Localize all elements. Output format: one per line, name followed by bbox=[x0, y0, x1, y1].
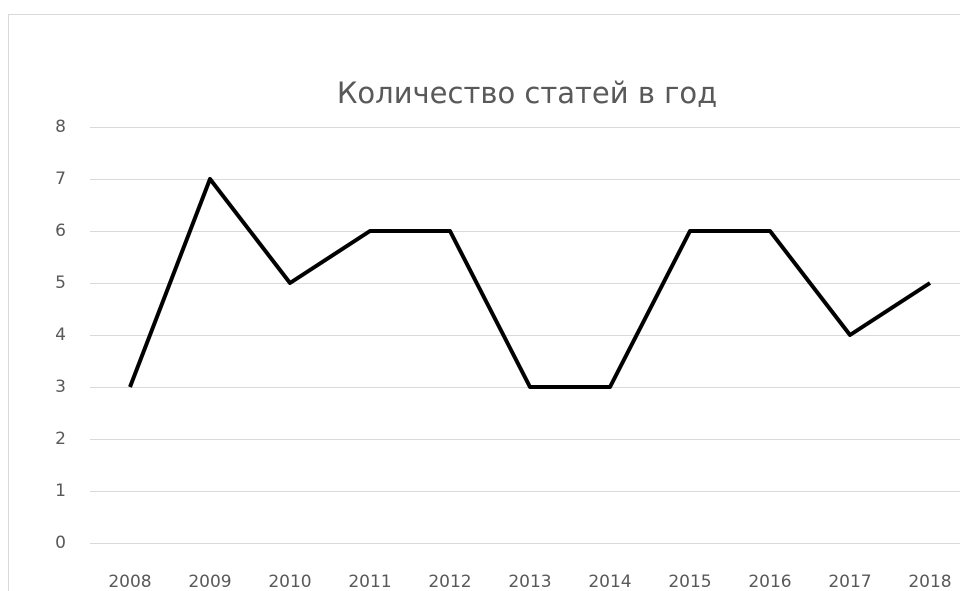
x-tick-label: 2010 bbox=[268, 572, 311, 591]
x-tick-label: 2011 bbox=[348, 572, 391, 591]
x-tick-label: 2018 bbox=[908, 572, 951, 591]
chart-title: Количество статей в год bbox=[337, 76, 717, 110]
x-tick-label: 2008 bbox=[108, 572, 151, 591]
x-tick-label: 2014 bbox=[588, 572, 631, 591]
y-tick-label: 4 bbox=[55, 325, 66, 345]
chart-frame bbox=[8, 14, 960, 591]
x-tick-label: 2016 bbox=[748, 572, 791, 591]
x-tick-label: 2015 bbox=[668, 572, 711, 591]
y-tick-label: 2 bbox=[55, 429, 66, 449]
x-tick-label: 2012 bbox=[428, 572, 471, 591]
y-tick-label: 3 bbox=[55, 377, 66, 397]
x-tick-label: 2013 bbox=[508, 572, 551, 591]
y-tick-label: 7 bbox=[55, 169, 66, 189]
y-tick-label: 6 bbox=[55, 221, 66, 241]
x-tick-label: 2009 bbox=[188, 572, 231, 591]
y-tick-label: 5 bbox=[55, 273, 66, 293]
x-tick-label: 2017 bbox=[828, 572, 871, 591]
data-line bbox=[128, 177, 932, 389]
y-tick-label: 1 bbox=[55, 481, 66, 501]
y-tick-label: 8 bbox=[55, 117, 66, 137]
y-tick-label: 0 bbox=[55, 533, 66, 553]
